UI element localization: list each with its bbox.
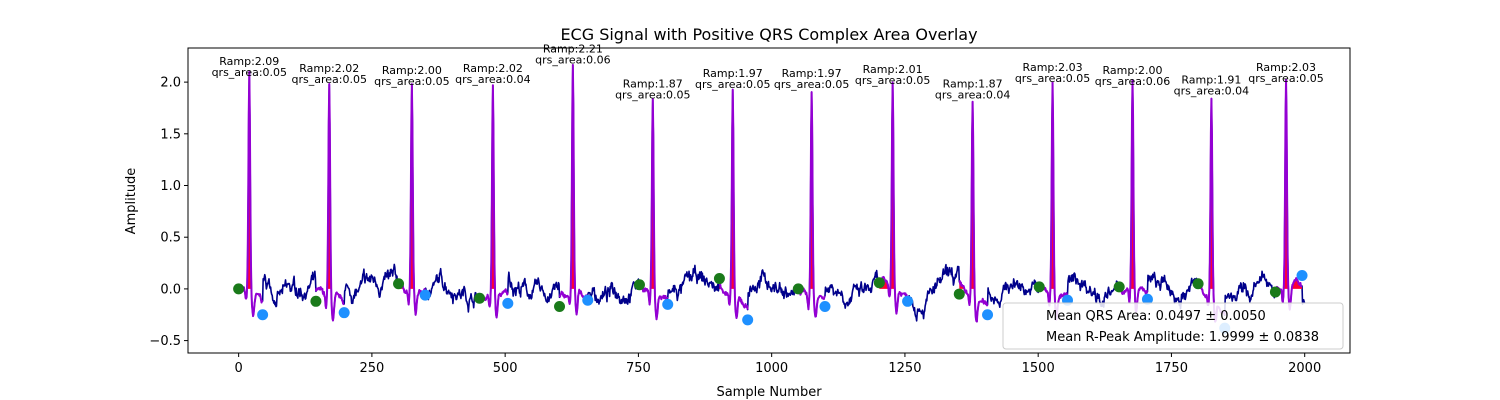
qrs-onset-marker	[713, 273, 725, 285]
qrs-onset-marker	[792, 283, 804, 295]
r-peak-amplitude-label: Ramp:2.00	[1103, 64, 1163, 77]
r-peak-amplitude-label: Ramp:2.21	[543, 42, 603, 55]
r-peak-amplitude-label: Ramp:2.02	[299, 62, 359, 75]
qrs-area-label: qrs_area:0.05	[615, 89, 690, 102]
legend-entry-qrs-area: Mean QRS Area: 0.0497 ± 0.0050	[1046, 309, 1266, 324]
x-tick-label: 2000	[1288, 361, 1321, 376]
r-peak-amplitude-label: Ramp:1.91	[1181, 73, 1241, 86]
qrs-onset-marker	[633, 279, 645, 291]
qrs-area-label: qrs_area:0.05	[1248, 72, 1323, 85]
y-tick-label: 0.5	[160, 231, 181, 246]
qrs-onset-marker	[873, 277, 885, 289]
qrs-onset-marker	[1113, 281, 1125, 293]
y-tick-label: 2.0	[160, 76, 181, 91]
qrs-offset-marker	[582, 294, 594, 306]
qrs-onset-marker	[1033, 281, 1045, 293]
legend-box	[1002, 302, 1344, 350]
qrs-offset-marker	[662, 298, 674, 310]
qrs-onset-marker	[554, 300, 566, 312]
qrs-area-label: qrs_area:0.04	[935, 89, 1010, 102]
x-axis-label: Sample Number	[716, 385, 822, 400]
x-tick-label: 0	[234, 361, 242, 376]
qrs-onset-marker	[1269, 286, 1281, 298]
x-axis: 0 250 500 750 1000 1250 1500 1750 2000	[234, 353, 1321, 376]
qrs-area-label: qrs_area:0.05	[855, 74, 930, 87]
qrs-offset-marker	[257, 309, 269, 321]
chart-title: ECG Signal with Positive QRS Complex Are…	[560, 25, 977, 44]
qrs-segment-line	[638, 98, 669, 321]
r-peak-amplitude-label: Ramp:1.87	[943, 78, 1003, 91]
qrs-area-label: qrs_area:0.04	[455, 73, 530, 86]
qrs-segment-line	[958, 100, 989, 323]
x-tick-label: 750	[626, 361, 651, 376]
y-tick-label: 1.5	[160, 127, 181, 142]
x-tick-label: 1750	[1155, 361, 1188, 376]
qrs-area-label: qrs_area:0.05	[1015, 72, 1090, 85]
x-tick-label: 250	[359, 361, 384, 376]
axes-frame	[187, 47, 1351, 354]
qrs-onset-marker	[953, 288, 965, 300]
y-tick-label: −0.5	[149, 334, 181, 349]
qrs-area-label: qrs_area:0.05	[374, 75, 449, 88]
qrs-area-label: qrs_area:0.05	[292, 73, 367, 86]
qrs-onset-marker	[474, 292, 486, 304]
qrs-area-label: qrs_area:0.05	[212, 66, 287, 79]
qrs-segment-line	[718, 88, 749, 320]
qrs-segment-line	[314, 82, 345, 322]
y-axis: −0.5 0.0 0.5 1.0 1.5 2.0	[149, 76, 188, 349]
y-tick-label: 1.0	[160, 179, 181, 194]
qrs-area-label: qrs_area:0.04	[1174, 84, 1249, 97]
qrs-segment-line	[1118, 79, 1149, 313]
qrs-offset-marker	[338, 307, 350, 319]
qrs-offset-marker	[982, 309, 994, 321]
qrs-offset-marker	[419, 289, 431, 301]
y-axis-label: Amplitude	[124, 168, 139, 235]
qrs-area-label: qrs_area:0.05	[695, 78, 770, 91]
qrs-offset-marker	[742, 314, 754, 326]
qrs-offset-marker	[502, 297, 514, 309]
qrs-offset-marker	[1296, 269, 1308, 281]
r-peak-amplitude-label: Ramp:1.87	[623, 78, 683, 91]
r-peak-amplitude-label: Ramp:1.97	[703, 67, 763, 80]
r-peak-amplitude-label: Ramp:2.09	[219, 55, 279, 68]
qrs-area-label: qrs_area:0.06	[535, 53, 610, 66]
qrs-area-fill	[1275, 79, 1303, 289]
x-tick-label: 1000	[755, 361, 788, 376]
r-peak-amplitude-label: Ramp:2.02	[463, 62, 523, 75]
qrs-area-label: qrs_area:0.05	[774, 78, 849, 91]
legend-entry-r-peak-amplitude: Mean R-Peak Amplitude: 1.9999 ± 0.0838	[1046, 330, 1319, 345]
legend: Mean QRS Area: 0.0497 ± 0.0050 Mean R-Pe…	[1002, 302, 1344, 350]
qrs-onset-marker	[393, 278, 405, 290]
y-tick-label: 0.0	[160, 282, 181, 297]
qrs-onset-marker	[310, 295, 322, 307]
x-tick-label: 500	[493, 361, 518, 376]
qrs-offset-marker	[1141, 293, 1153, 305]
r-peak-amplitude-label: Ramp:1.97	[782, 67, 842, 80]
qrs-segment-line	[878, 81, 909, 315]
qrs-onset-marker	[1192, 278, 1204, 290]
qrs-offset-marker	[819, 300, 831, 312]
r-peak-amplitude-label: Ramp:2.03	[1256, 61, 1316, 74]
qrs-segment-line	[237, 70, 264, 318]
r-peak-amplitude-label: Ramp:2.01	[863, 63, 923, 76]
r-peak-amplitude-label: Ramp:2.00	[382, 64, 442, 77]
r-peak-amplitude-label: Ramp:2.03	[1023, 61, 1083, 74]
qrs-segment-line	[558, 63, 589, 316]
x-tick-label: 1250	[888, 361, 921, 376]
qrs-area-label: qrs_area:0.06	[1095, 75, 1170, 88]
x-tick-label: 1500	[1022, 361, 1055, 376]
qrs-onset-marker	[233, 283, 245, 295]
qrs-offset-marker	[902, 295, 914, 307]
plot-area	[233, 63, 1308, 334]
